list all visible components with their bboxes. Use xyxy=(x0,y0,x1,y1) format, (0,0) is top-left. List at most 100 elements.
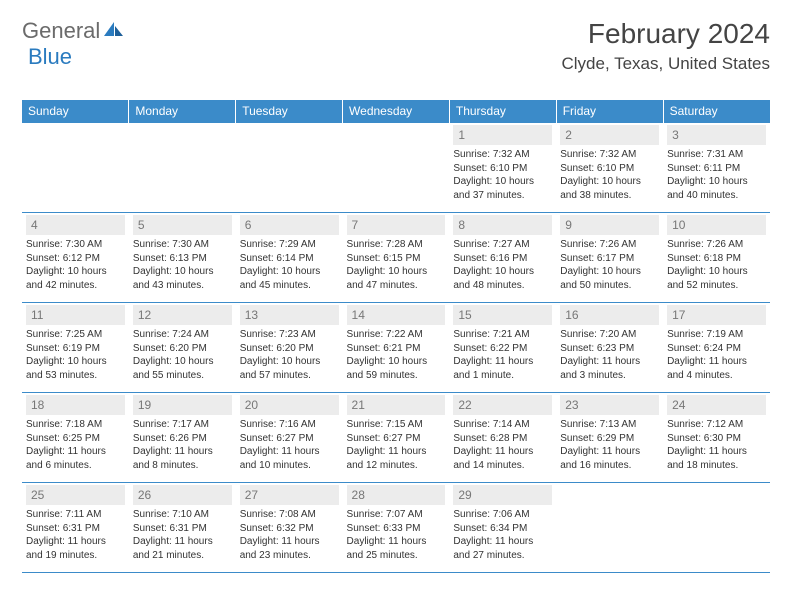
sunset-text: Sunset: 6:19 PM xyxy=(26,342,125,356)
day-info: Sunrise: 7:29 AMSunset: 6:14 PMDaylight:… xyxy=(240,238,339,292)
day-number: 11 xyxy=(26,305,125,325)
day-cell: 19 Sunrise: 7:17 AMSunset: 6:26 PMDayligh… xyxy=(129,393,236,483)
sunset-text: Sunset: 6:13 PM xyxy=(133,252,232,266)
daylight-text: Daylight: 10 hours and 47 minutes. xyxy=(347,265,446,292)
daylight-text: Daylight: 11 hours and 21 minutes. xyxy=(133,535,232,562)
sunrise-text: Sunrise: 7:18 AM xyxy=(26,418,125,432)
sunset-text: Sunset: 6:24 PM xyxy=(667,342,766,356)
sunset-text: Sunset: 6:18 PM xyxy=(667,252,766,266)
day-cell-inner: 16Sunrise: 7:20 AMSunset: 6:23 PMDayligh… xyxy=(556,303,663,388)
day-info: Sunrise: 7:32 AMSunset: 6:10 PMDaylight:… xyxy=(560,148,659,202)
day-cell: 21 Sunrise: 7:15 AMSunset: 6:27 PMDayligh… xyxy=(343,393,450,483)
day-number: 8 xyxy=(453,215,552,235)
daylight-text: Daylight: 10 hours and 45 minutes. xyxy=(240,265,339,292)
sunrise-text: Sunrise: 7:26 AM xyxy=(667,238,766,252)
day-cell-inner: 13Sunrise: 7:23 AMSunset: 6:20 PMDayligh… xyxy=(236,303,343,388)
daylight-text: Daylight: 10 hours and 40 minutes. xyxy=(667,175,766,202)
day-info: Sunrise: 7:32 AMSunset: 6:10 PMDaylight:… xyxy=(453,148,552,202)
day-info: Sunrise: 7:24 AMSunset: 6:20 PMDaylight:… xyxy=(133,328,232,382)
day-cell: 20Sunrise: 7:16 AMSunset: 6:27 PMDayligh… xyxy=(236,393,343,483)
sunrise-text: Sunrise: 7:22 AM xyxy=(347,328,446,342)
sunset-text: Sunset: 6:10 PM xyxy=(453,162,552,176)
sunset-text: Sunset: 6:30 PM xyxy=(667,432,766,446)
sunset-text: Sunset: 6:31 PM xyxy=(26,522,125,536)
sunrise-text: Sunrise: 7:14 AM xyxy=(453,418,552,432)
day-cell-inner: 11Sunrise: 7:25 AMSunset: 6:19 PMDayligh… xyxy=(22,303,129,388)
day-cell-inner: 4Sunrise: 7:30 AMSunset: 6:12 PMDaylight… xyxy=(22,213,129,298)
sunrise-text: Sunrise: 7:31 AM xyxy=(667,148,766,162)
sunset-text: Sunset: 6:27 PM xyxy=(347,432,446,446)
day-info: Sunrise: 7:15 AMSunset: 6:27 PMDaylight:… xyxy=(347,418,446,472)
day-cell xyxy=(556,483,663,573)
sunset-text: Sunset: 6:34 PM xyxy=(453,522,552,536)
day-info: Sunrise: 7:26 AMSunset: 6:18 PMDaylight:… xyxy=(667,238,766,292)
day-cell-inner: 26Sunrise: 7:10 AMSunset: 6:31 PMDayligh… xyxy=(129,483,236,568)
day-cell: 27Sunrise: 7:08 AMSunset: 6:32 PMDayligh… xyxy=(236,483,343,573)
day-info: Sunrise: 7:12 AMSunset: 6:30 PMDaylight:… xyxy=(667,418,766,472)
day-cell-inner: 17Sunrise: 7:19 AMSunset: 6:24 PMDayligh… xyxy=(663,303,770,388)
daylight-text: Daylight: 10 hours and 50 minutes. xyxy=(560,265,659,292)
sunrise-text: Sunrise: 7:20 AM xyxy=(560,328,659,342)
sunrise-text: Sunrise: 7:19 AM xyxy=(667,328,766,342)
day-cell: 24 Sunrise: 7:12 AMSunset: 6:30 PMDayligh… xyxy=(663,393,770,483)
day-number: 21 xyxy=(347,395,446,415)
day-cell xyxy=(129,123,236,213)
day-info: Sunrise: 7:19 AMSunset: 6:24 PMDaylight:… xyxy=(667,328,766,382)
title-block: February 2024 Clyde, Texas, United State… xyxy=(561,18,770,74)
day-info: Sunrise: 7:18 AMSunset: 6:25 PMDaylight:… xyxy=(26,418,125,472)
day-info: Sunrise: 7:22 AMSunset: 6:21 PMDaylight:… xyxy=(347,328,446,382)
location: Clyde, Texas, United States xyxy=(561,54,770,74)
week-row: 25Sunrise: 7:11 AMSunset: 6:31 PMDayligh… xyxy=(22,483,770,573)
day-number: 24 xyxy=(667,395,766,415)
dow-tuesday: Tuesday xyxy=(236,100,343,123)
day-cell-inner: 7Sunrise: 7:28 AMSunset: 6:15 PMDaylight… xyxy=(343,213,450,298)
day-info: Sunrise: 7:31 AMSunset: 6:11 PMDaylight:… xyxy=(667,148,766,202)
daylight-text: Daylight: 11 hours and 12 minutes. xyxy=(347,445,446,472)
daylight-text: Daylight: 10 hours and 38 minutes. xyxy=(560,175,659,202)
day-cell-inner: 21 Sunrise: 7:15 AMSunset: 6:27 PMDayligh… xyxy=(343,393,450,478)
sunrise-text: Sunrise: 7:07 AM xyxy=(347,508,446,522)
dow-monday: Monday xyxy=(129,100,236,123)
dow-sunday: Sunday xyxy=(22,100,129,123)
day-cell-inner: 28Sunrise: 7:07 AMSunset: 6:33 PMDayligh… xyxy=(343,483,450,568)
header: General February 2024 Clyde, Texas, Unit… xyxy=(22,18,770,74)
sunrise-text: Sunrise: 7:10 AM xyxy=(133,508,232,522)
daylight-text: Daylight: 10 hours and 57 minutes. xyxy=(240,355,339,382)
week-row: 1Sunrise: 7:32 AMSunset: 6:10 PMDaylight… xyxy=(22,123,770,213)
sunset-text: Sunset: 6:26 PM xyxy=(133,432,232,446)
sunset-text: Sunset: 6:21 PM xyxy=(347,342,446,356)
daylight-text: Daylight: 11 hours and 6 minutes. xyxy=(26,445,125,472)
sunrise-text: Sunrise: 7:30 AM xyxy=(133,238,232,252)
sunset-text: Sunset: 6:10 PM xyxy=(560,162,659,176)
sunrise-text: Sunrise: 7:11 AM xyxy=(26,508,125,522)
day-cell-inner: 23Sunrise: 7:13 AMSunset: 6:29 PMDayligh… xyxy=(556,393,663,478)
day-cell: 1Sunrise: 7:32 AMSunset: 6:10 PMDaylight… xyxy=(449,123,556,213)
day-cell: 18 Sunrise: 7:18 AMSunset: 6:25 PMDayligh… xyxy=(22,393,129,483)
sunrise-text: Sunrise: 7:29 AM xyxy=(240,238,339,252)
day-number: 19 xyxy=(133,395,232,415)
day-cell-inner: 1Sunrise: 7:32 AMSunset: 6:10 PMDaylight… xyxy=(449,123,556,208)
day-number: 18 xyxy=(26,395,125,415)
day-number: 3 xyxy=(667,125,766,145)
day-number: 28 xyxy=(347,485,446,505)
day-info: Sunrise: 7:17 AMSunset: 6:26 PMDaylight:… xyxy=(133,418,232,472)
day-cell: 17Sunrise: 7:19 AMSunset: 6:24 PMDayligh… xyxy=(663,303,770,393)
day-number: 7 xyxy=(347,215,446,235)
sunrise-text: Sunrise: 7:13 AM xyxy=(560,418,659,432)
daylight-text: Daylight: 11 hours and 4 minutes. xyxy=(667,355,766,382)
sunset-text: Sunset: 6:12 PM xyxy=(26,252,125,266)
day-cell-inner: 29Sunrise: 7:06 AMSunset: 6:34 PMDayligh… xyxy=(449,483,556,568)
day-info: Sunrise: 7:30 AMSunset: 6:12 PMDaylight:… xyxy=(26,238,125,292)
day-cell: 11Sunrise: 7:25 AMSunset: 6:19 PMDayligh… xyxy=(22,303,129,393)
sunrise-text: Sunrise: 7:32 AM xyxy=(453,148,552,162)
daylight-text: Daylight: 11 hours and 10 minutes. xyxy=(240,445,339,472)
sunrise-text: Sunrise: 7:16 AM xyxy=(240,418,339,432)
sunrise-text: Sunrise: 7:15 AM xyxy=(347,418,446,432)
day-cell xyxy=(343,123,450,213)
day-info: Sunrise: 7:26 AMSunset: 6:17 PMDaylight:… xyxy=(560,238,659,292)
sunset-text: Sunset: 6:17 PM xyxy=(560,252,659,266)
day-info: Sunrise: 7:11 AMSunset: 6:31 PMDaylight:… xyxy=(26,508,125,562)
day-cell-inner: 19 Sunrise: 7:17 AMSunset: 6:26 PMDayligh… xyxy=(129,393,236,478)
day-cell: 29Sunrise: 7:06 AMSunset: 6:34 PMDayligh… xyxy=(449,483,556,573)
dow-wednesday: Wednesday xyxy=(343,100,450,123)
